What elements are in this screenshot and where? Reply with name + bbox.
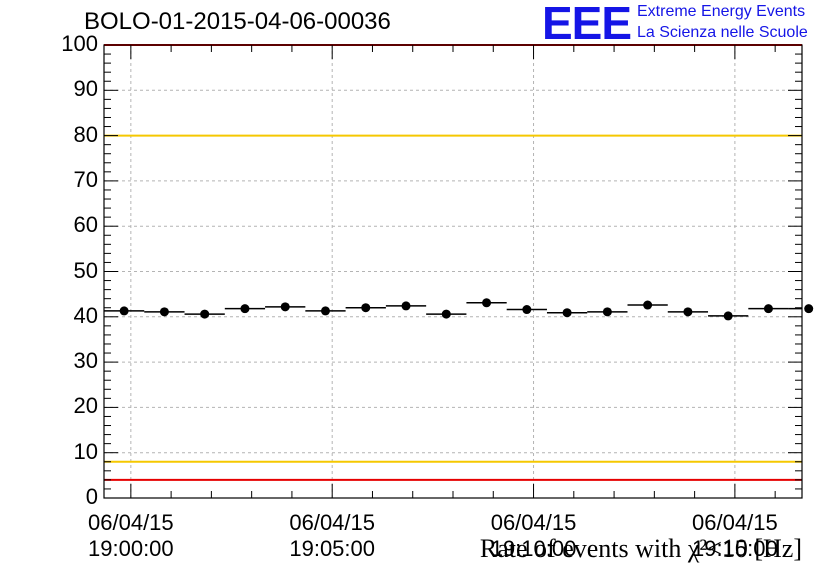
data-point xyxy=(522,305,532,315)
x-tick-label: 06/04/15 19:05:00 xyxy=(272,510,392,562)
data-point xyxy=(401,301,411,311)
data-point xyxy=(683,307,693,317)
y-tick-label: 40 xyxy=(73,302,98,328)
logo-subtitle-line1: Extreme Energy Events xyxy=(637,3,806,20)
logo-subtitle-line2: La Scienza nelle Scuole xyxy=(637,24,808,41)
data-point xyxy=(562,308,572,318)
eee-logo: EEE xyxy=(542,0,632,49)
x-tick-time: 19:10:00 xyxy=(490,536,577,561)
data-point xyxy=(159,307,169,317)
y-tick-label: 60 xyxy=(73,212,98,238)
y-tick-label: 70 xyxy=(73,166,98,192)
x-tick-label: 06/04/15 19:10:00 xyxy=(474,510,594,562)
x-tick-label: 06/04/15 19:00:00 xyxy=(71,510,191,562)
data-point xyxy=(482,298,492,308)
y-tick-label: 90 xyxy=(73,76,98,102)
y-tick-label: 50 xyxy=(73,257,98,283)
data-point xyxy=(602,307,612,317)
data-point xyxy=(763,304,773,314)
data-point xyxy=(119,306,129,316)
x-tick-label: 06/04/15 19:15:00 xyxy=(675,510,795,562)
data-point xyxy=(643,300,653,310)
reference-lines xyxy=(104,44,802,481)
y-tick-label: 20 xyxy=(73,393,98,419)
data-point xyxy=(280,302,290,312)
data-point xyxy=(320,306,330,316)
data-point xyxy=(200,309,210,319)
y-tick-label: 100 xyxy=(61,31,98,56)
x-tick-time: 19:15:00 xyxy=(692,536,778,561)
y-tick-label: 80 xyxy=(73,121,98,147)
data-points xyxy=(104,298,814,321)
x-tick-date: 06/04/15 xyxy=(692,510,778,535)
x-tick-date: 06/04/15 xyxy=(289,510,375,535)
data-point xyxy=(723,311,733,321)
x-axis-label: Rate of events with χ²<10 [Hz] xyxy=(480,534,802,564)
y-tick-label: 30 xyxy=(73,348,98,374)
data-point xyxy=(441,309,451,319)
grid-lines xyxy=(104,45,802,498)
y-tick-label: 0 xyxy=(85,484,98,509)
x-axis-label-text: Rate of events with χ²<10 [Hz] xyxy=(479,534,802,563)
data-point xyxy=(361,303,371,313)
chart-title: BOLO-01-2015-04-06-00036 xyxy=(84,8,391,35)
y-tick-label: 10 xyxy=(73,438,98,464)
data-point xyxy=(804,304,814,314)
x-tick-time: 19:05:00 xyxy=(289,536,375,561)
x-tick-date: 06/04/15 xyxy=(490,510,577,535)
data-point xyxy=(240,304,250,314)
x-tick-time: 19:00:00 xyxy=(88,536,174,561)
axes-frame xyxy=(103,44,803,499)
x-tick-date: 06/04/15 xyxy=(88,510,174,535)
